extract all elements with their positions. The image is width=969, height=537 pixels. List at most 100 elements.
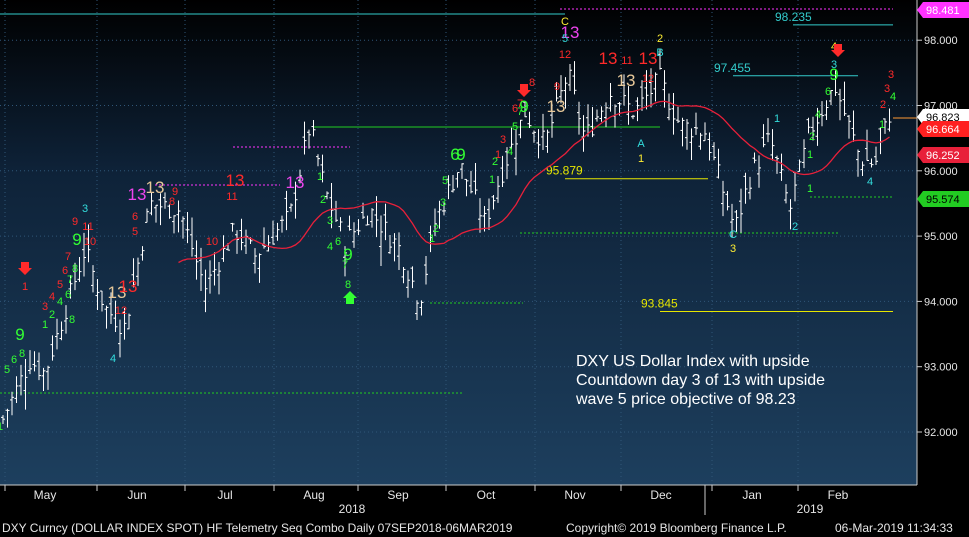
candle (743, 172, 748, 204)
seq-count-marker: 1 (638, 153, 644, 165)
candle (230, 222, 235, 232)
candle (887, 108, 892, 132)
seq-count-marker: 3 (327, 215, 333, 227)
candle (185, 212, 190, 244)
candle (95, 278, 100, 310)
seq-count-marker: A (637, 138, 645, 150)
candle (698, 132, 703, 150)
seq-count-marker: 1 (807, 149, 813, 161)
candle (527, 111, 532, 128)
seq-count-marker: 3 (831, 59, 837, 71)
seq-count-marker: 13 (226, 171, 245, 190)
candle (217, 262, 221, 295)
seq-count-marker: 13 (599, 49, 618, 68)
candle (275, 222, 280, 241)
candle (379, 215, 383, 267)
candle (640, 80, 644, 111)
candle (343, 246, 347, 277)
candle (626, 86, 631, 125)
candle (437, 200, 442, 229)
seq-count-marker: 13 (547, 97, 566, 116)
seq-count-marker: 6 (450, 145, 459, 164)
seq-count-marker: 11 (226, 191, 237, 203)
candle (577, 101, 581, 135)
candle (374, 196, 379, 238)
candle (86, 224, 91, 263)
candle (797, 159, 802, 172)
candle (77, 257, 82, 282)
candle (32, 351, 37, 372)
candle (257, 253, 262, 283)
seq-count-marker: 8 (169, 196, 175, 208)
seq-count-marker: 4 (110, 353, 116, 365)
candle (19, 364, 23, 396)
candle (10, 391, 14, 416)
candle (316, 154, 320, 167)
candle (167, 204, 172, 219)
candle (410, 266, 415, 289)
candle (140, 246, 145, 261)
candle (802, 139, 806, 169)
candle (631, 114, 635, 120)
seq-count-marker: 9 (519, 97, 528, 116)
candle (280, 215, 284, 233)
candle (491, 195, 496, 210)
seq-count-marker: 7 (65, 251, 71, 263)
candle (883, 118, 887, 134)
seq-count-marker: 4 (507, 146, 513, 158)
seq-count-marker: 7 (342, 259, 348, 271)
seq-count-marker: 2 (492, 156, 498, 168)
seq-count-marker: 13 (146, 178, 165, 197)
candle (811, 116, 815, 141)
candle (253, 248, 257, 274)
candle (104, 305, 109, 329)
seq-count-marker: 13 (128, 185, 147, 204)
candle (806, 117, 811, 134)
candlestick-series (1, 49, 892, 428)
x-tick-label: Jun (127, 488, 146, 502)
candle (865, 129, 869, 161)
seq-count-marker: 9 (456, 145, 465, 164)
seq-count-marker: 8 (69, 314, 75, 326)
seq-count-marker: 3 (888, 69, 894, 81)
candle (563, 77, 568, 109)
candle (509, 127, 514, 150)
candle (649, 68, 653, 108)
seq-count-marker: 1 (807, 183, 813, 195)
candle (469, 170, 473, 194)
candle (118, 319, 122, 358)
x-tick-label: Jan (742, 488, 761, 502)
seq-count-marker: 3 (440, 197, 446, 209)
candle (703, 122, 707, 142)
candle (289, 203, 293, 212)
footer-copyright: Copyright© 2019 Bloomberg Finance L.P. (566, 521, 787, 535)
price-tag: 95.574 (917, 191, 969, 207)
seq-count-marker: C (729, 229, 737, 241)
seq-count-marker: 13 (561, 23, 580, 42)
candle (460, 163, 464, 179)
candle (127, 313, 131, 330)
candle (428, 225, 433, 253)
candle (158, 193, 163, 226)
sell-arrow-icon (831, 44, 845, 57)
candle (298, 169, 302, 184)
candle (352, 222, 356, 248)
seq-count-marker: 1 (495, 149, 501, 161)
seq-count-marker: 1 (489, 174, 495, 186)
y-tick-label: 93.000 (924, 362, 958, 374)
candle (487, 198, 491, 230)
candle (203, 269, 208, 313)
candle (320, 154, 325, 183)
sequential-count-labels: 1568912467899313456711108131312413139856… (0, 16, 896, 433)
candle (820, 101, 824, 127)
plot-background (0, 0, 917, 485)
candle (586, 104, 590, 137)
seq-count-marker: 8 (72, 263, 78, 275)
candle (37, 352, 41, 381)
seq-count-marker: 3 (500, 134, 506, 146)
footer-timestamp: 06-Mar-2019 11:34:33 (835, 521, 953, 535)
candle (685, 119, 689, 150)
candle (667, 93, 671, 121)
seq-count-marker: 2 (433, 223, 439, 235)
seq-count-marker: 6 (11, 354, 17, 366)
